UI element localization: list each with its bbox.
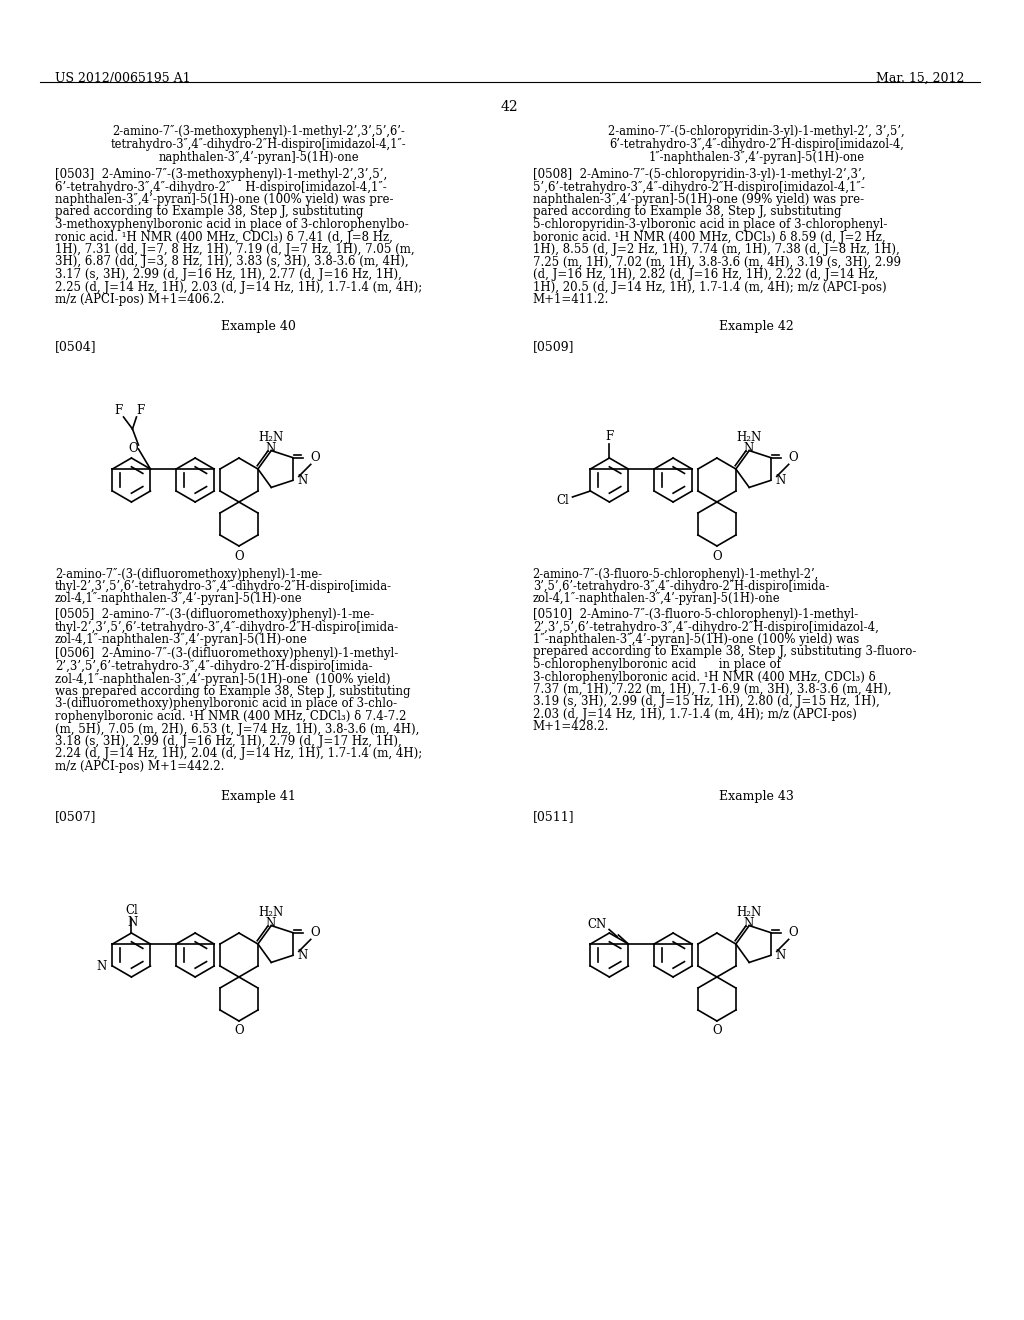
Text: O: O xyxy=(129,442,138,455)
Text: 1″-naphthalen-3″,4’-pyran]-5(1H)-one: 1″-naphthalen-3″,4’-pyran]-5(1H)-one xyxy=(648,150,865,164)
Text: F: F xyxy=(605,429,613,442)
Text: N: N xyxy=(776,949,786,962)
Text: tetrahydro-3″,4″-dihydro-2″H-dispiro[imidazol-4,1″-: tetrahydro-3″,4″-dihydro-2″H-dispiro[imi… xyxy=(111,139,407,150)
Text: 2-amino-7″-(3-(difluoromethoxy)phenyl)-1-me-: 2-amino-7″-(3-(difluoromethoxy)phenyl)-1… xyxy=(54,568,322,581)
Text: 3’,5’,6’-tetrahydro-3″,4″-dihydro-2″H-dispiro[imida-: 3’,5’,6’-tetrahydro-3″,4″-dihydro-2″H-di… xyxy=(532,579,829,593)
Text: O: O xyxy=(712,549,722,562)
Text: 2’,3’,5’,6’-tetrahydro-3″,4″-dihydro-2″H-dispiro[imidazol-4,: 2’,3’,5’,6’-tetrahydro-3″,4″-dihydro-2″H… xyxy=(532,620,879,634)
Text: [0509]: [0509] xyxy=(532,341,574,352)
Text: 2-amino-7″-(5-chloropyridin-3-yl)-1-methyl-2’, 3’,5’,: 2-amino-7″-(5-chloropyridin-3-yl)-1-meth… xyxy=(608,125,905,139)
Text: Example 43: Example 43 xyxy=(719,789,795,803)
Text: M+1=411.2.: M+1=411.2. xyxy=(532,293,609,306)
Text: thyl-2’,3’,5’,6’-tetrahydro-3″,4″-dihydro-2″H-dispiro[imida-: thyl-2’,3’,5’,6’-tetrahydro-3″,4″-dihydr… xyxy=(54,579,392,593)
Text: F: F xyxy=(136,404,144,417)
Text: O: O xyxy=(310,927,321,939)
Text: prepared according to Example 38, Step J, substituting 3-fluoro-: prepared according to Example 38, Step J… xyxy=(532,645,916,659)
Text: 3-(difluoromethoxy)phenylboronic acid in place of 3-chlo-: 3-(difluoromethoxy)phenylboronic acid in… xyxy=(54,697,397,710)
Text: N: N xyxy=(776,474,786,487)
Text: N: N xyxy=(298,474,308,487)
Text: O: O xyxy=(310,451,321,465)
Text: 2.25 (d, J=14 Hz, 1H), 2.03 (d, J=14 Hz, 1H), 1.7-1.4 (m, 4H);: 2.25 (d, J=14 Hz, 1H), 2.03 (d, J=14 Hz,… xyxy=(54,281,422,293)
Text: 2’,3’,5’,6’-tetrahydro-3″,4″-dihydro-2″H-dispiro[imida-: 2’,3’,5’,6’-tetrahydro-3″,4″-dihydro-2″H… xyxy=(54,660,373,673)
Text: ronic acid. ¹H NMR (400 MHz, CDCl₃) δ 7.41 (d, J=8 Hz,: ronic acid. ¹H NMR (400 MHz, CDCl₃) δ 7.… xyxy=(54,231,392,243)
Text: [0507]: [0507] xyxy=(54,810,96,822)
Text: 2-amino-7″-(3-fluoro-5-chlorophenyl)-1-methyl-2’,: 2-amino-7″-(3-fluoro-5-chlorophenyl)-1-m… xyxy=(532,568,819,581)
Text: US 2012/0065195 A1: US 2012/0065195 A1 xyxy=(54,73,190,84)
Text: N: N xyxy=(743,917,754,931)
Text: H₂N: H₂N xyxy=(736,906,762,919)
Text: N: N xyxy=(743,442,754,455)
Text: H₂N: H₂N xyxy=(736,432,762,444)
Text: 2.24 (d, J=14 Hz, 1H), 2.04 (d, J=14 Hz, 1H), 1.7-1.4 (m, 4H);: 2.24 (d, J=14 Hz, 1H), 2.04 (d, J=14 Hz,… xyxy=(54,747,422,760)
Text: thyl-2’,3’,5’,6’-tetrahydro-3″,4″-dihydro-2″H-dispiro[imida-: thyl-2’,3’,5’,6’-tetrahydro-3″,4″-dihydr… xyxy=(54,620,399,634)
Text: zol-4,1″-naphthalen-3″,4’-pyran]-5(1H)-one  (100% yield): zol-4,1″-naphthalen-3″,4’-pyran]-5(1H)-o… xyxy=(54,672,390,685)
Text: H₂N: H₂N xyxy=(259,906,284,919)
Text: 7.25 (m, 1H), 7.02 (m, 1H), 3.8-3.6 (m, 4H), 3.19 (s, 3H), 2.99: 7.25 (m, 1H), 7.02 (m, 1H), 3.8-3.6 (m, … xyxy=(532,256,901,268)
Text: O: O xyxy=(788,927,799,939)
Text: m/z (APCI-pos) M+1=442.2.: m/z (APCI-pos) M+1=442.2. xyxy=(54,760,224,774)
Text: Cl: Cl xyxy=(125,904,138,917)
Text: (d, J=16 Hz, 1H), 2.82 (d, J=16 Hz, 1H), 2.22 (d, J=14 Hz,: (d, J=16 Hz, 1H), 2.82 (d, J=16 Hz, 1H),… xyxy=(532,268,878,281)
Text: zol-4,1″-naphthalen-3″,4’-pyran]-5(1H)-one: zol-4,1″-naphthalen-3″,4’-pyran]-5(1H)-o… xyxy=(54,591,302,605)
Text: 5-chloropyridin-3-ylboronic acid in place of 3-chlorophenyl-: 5-chloropyridin-3-ylboronic acid in plac… xyxy=(532,218,887,231)
Text: was prepared according to Example 38, Step J, substituting: was prepared according to Example 38, St… xyxy=(54,685,411,698)
Text: N: N xyxy=(265,917,275,931)
Text: [0503]  2-Amino-7″-(3-methoxyphenyl)-1-methyl-2’,3’,5’,: [0503] 2-Amino-7″-(3-methoxyphenyl)-1-me… xyxy=(54,168,387,181)
Text: [0511]: [0511] xyxy=(532,810,574,822)
Text: 1″-naphthalen-3″,4’-pyran]-5(1H)-one (100% yield) was: 1″-naphthalen-3″,4’-pyran]-5(1H)-one (10… xyxy=(532,634,859,645)
Text: 3.17 (s, 3H), 2.99 (d, J=16 Hz, 1H), 2.77 (d, J=16 Hz, 1H),: 3.17 (s, 3H), 2.99 (d, J=16 Hz, 1H), 2.7… xyxy=(54,268,401,281)
Text: N: N xyxy=(265,442,275,455)
Text: 3-methoxyphenylboronic acid in place of 3-chlorophenylbo-: 3-methoxyphenylboronic acid in place of … xyxy=(54,218,409,231)
Text: 3.18 (s, 3H), 2.99 (d, J=16 Hz, 1H), 2.79 (d, J=17 Hz, 1H),: 3.18 (s, 3H), 2.99 (d, J=16 Hz, 1H), 2.7… xyxy=(54,735,401,748)
Text: H₂N: H₂N xyxy=(259,432,284,444)
Text: Mar. 15, 2012: Mar. 15, 2012 xyxy=(877,73,965,84)
Text: CN: CN xyxy=(587,917,606,931)
Text: 5-chlorophenylboronic acid      in place of: 5-chlorophenylboronic acid in place of xyxy=(532,657,780,671)
Text: 2.03 (d, J=14 Hz, 1H), 1.7-1.4 (m, 4H); m/z (APCI-pos): 2.03 (d, J=14 Hz, 1H), 1.7-1.4 (m, 4H); … xyxy=(532,708,857,721)
Text: Example 42: Example 42 xyxy=(719,319,794,333)
Text: M+1=428.2.: M+1=428.2. xyxy=(532,721,609,734)
Text: 2-amino-7″-(3-methoxyphenyl)-1-methyl-2’,3’,5’,6’-: 2-amino-7″-(3-methoxyphenyl)-1-methyl-2’… xyxy=(113,125,406,139)
Text: 1H), 7.31 (dd, J=7, 8 Hz, 1H), 7.19 (d, J=7 Hz, 1H), 7.05 (m,: 1H), 7.31 (dd, J=7, 8 Hz, 1H), 7.19 (d, … xyxy=(54,243,415,256)
Text: pared according to Example 38, Step J, substituting: pared according to Example 38, Step J, s… xyxy=(532,206,841,219)
Text: zol-4,1″-naphthalen-3″,4’-pyran]-5(1H)-one: zol-4,1″-naphthalen-3″,4’-pyran]-5(1H)-o… xyxy=(54,634,307,645)
Text: 7.37 (m, 1H), 7.22 (m, 1H), 7.1-6.9 (m, 3H), 3.8-3.6 (m, 4H),: 7.37 (m, 1H), 7.22 (m, 1H), 7.1-6.9 (m, … xyxy=(532,682,891,696)
Text: Cl: Cl xyxy=(556,494,569,507)
Text: zol-4,1″-naphthalen-3″,4’-pyran]-5(1H)-one: zol-4,1″-naphthalen-3″,4’-pyran]-5(1H)-o… xyxy=(532,591,780,605)
Text: 5’,6’-tetrahydro-3″,4″-dihydro-2″H-dispiro[imidazol-4,1″-: 5’,6’-tetrahydro-3″,4″-dihydro-2″H-dispi… xyxy=(532,181,864,194)
Text: [0508]  2-Amino-7″-(5-chloropyridin-3-yl)-1-methyl-2’,3’,: [0508] 2-Amino-7″-(5-chloropyridin-3-yl)… xyxy=(532,168,865,181)
Text: 6’-tetrahydro-3″,4″-dihydro-2″    H-dispiro[imidazol-4,1″-: 6’-tetrahydro-3″,4″-dihydro-2″ H-dispiro… xyxy=(54,181,386,194)
Text: naphthalen-3″,4’-pyran]-5(1H)-one: naphthalen-3″,4’-pyran]-5(1H)-one xyxy=(159,150,359,164)
Text: O: O xyxy=(234,549,244,562)
Text: rophenylboronic acid. ¹H NMR (400 MHz, CDCl₃) δ 7.4-7.2: rophenylboronic acid. ¹H NMR (400 MHz, C… xyxy=(54,710,407,723)
Text: 3.19 (s, 3H), 2.99 (d, J=15 Hz, 1H), 2.80 (d, J=15 Hz, 1H),: 3.19 (s, 3H), 2.99 (d, J=15 Hz, 1H), 2.8… xyxy=(532,696,880,709)
Text: O: O xyxy=(234,1024,244,1038)
Text: Example 41: Example 41 xyxy=(221,789,296,803)
Text: 42: 42 xyxy=(501,100,518,114)
Text: naphthalen-3″,4’-pyran]-5(1H)-one (100% yield) was pre-: naphthalen-3″,4’-pyran]-5(1H)-one (100% … xyxy=(54,193,393,206)
Text: N: N xyxy=(298,949,308,962)
Text: Example 40: Example 40 xyxy=(221,319,296,333)
Text: 1H), 8.55 (d, J=2 Hz, 1H), 7.74 (m, 1H), 7.38 (d, J=8 Hz, 1H),: 1H), 8.55 (d, J=2 Hz, 1H), 7.74 (m, 1H),… xyxy=(532,243,899,256)
Text: [0505]  2-amino-7″-(3-(difluoromethoxy)phenyl)-1-me-: [0505] 2-amino-7″-(3-(difluoromethoxy)ph… xyxy=(54,609,374,620)
Text: O: O xyxy=(712,1024,722,1038)
Text: [0510]  2-Amino-7″-(3-fluoro-5-chlorophenyl)-1-methyl-: [0510] 2-Amino-7″-(3-fluoro-5-chlorophen… xyxy=(532,609,858,620)
Text: 3-chlorophenylboronic acid. ¹H NMR (400 MHz, CDCl₃) δ: 3-chlorophenylboronic acid. ¹H NMR (400 … xyxy=(532,671,876,684)
Text: 6’-tetrahydro-3″,4″-dihydro-2″H-dispiro[imidazol-4,: 6’-tetrahydro-3″,4″-dihydro-2″H-dispiro[… xyxy=(609,139,904,150)
Text: (m, 5H), 7.05 (m, 2H), 6.53 (t, J=74 Hz, 1H), 3.8-3.6 (m, 4H),: (m, 5H), 7.05 (m, 2H), 6.53 (t, J=74 Hz,… xyxy=(54,722,419,735)
Text: [0504]: [0504] xyxy=(54,341,96,352)
Text: boronic acid. ¹H NMR (400 MHz, CDCl₃) δ 8.59 (d, J=2 Hz,: boronic acid. ¹H NMR (400 MHz, CDCl₃) δ … xyxy=(532,231,886,243)
Text: 1H), 20.5 (d, J=14 Hz, 1H), 1.7-1.4 (m, 4H); m/z (APCI-pos): 1H), 20.5 (d, J=14 Hz, 1H), 1.7-1.4 (m, … xyxy=(532,281,887,293)
Text: [0506]  2-Amino-7″-(3-(difluoromethoxy)phenyl)-1-methyl-: [0506] 2-Amino-7″-(3-(difluoromethoxy)ph… xyxy=(54,648,398,660)
Text: F: F xyxy=(115,404,123,417)
Text: 3H), 6.87 (dd, J=3, 8 Hz, 1H), 3.83 (s, 3H), 3.8-3.6 (m, 4H),: 3H), 6.87 (dd, J=3, 8 Hz, 1H), 3.83 (s, … xyxy=(54,256,409,268)
Text: m/z (APCI-pos) M+1=406.2.: m/z (APCI-pos) M+1=406.2. xyxy=(54,293,224,306)
Text: naphthalen-3″,4’-pyran]-5(1H)-one (99% yield) was pre-: naphthalen-3″,4’-pyran]-5(1H)-one (99% y… xyxy=(532,193,864,206)
Text: N: N xyxy=(127,916,137,928)
Text: O: O xyxy=(788,451,799,465)
Text: N: N xyxy=(96,961,106,974)
Text: pared according to Example 38, Step J, substituting: pared according to Example 38, Step J, s… xyxy=(54,206,364,219)
